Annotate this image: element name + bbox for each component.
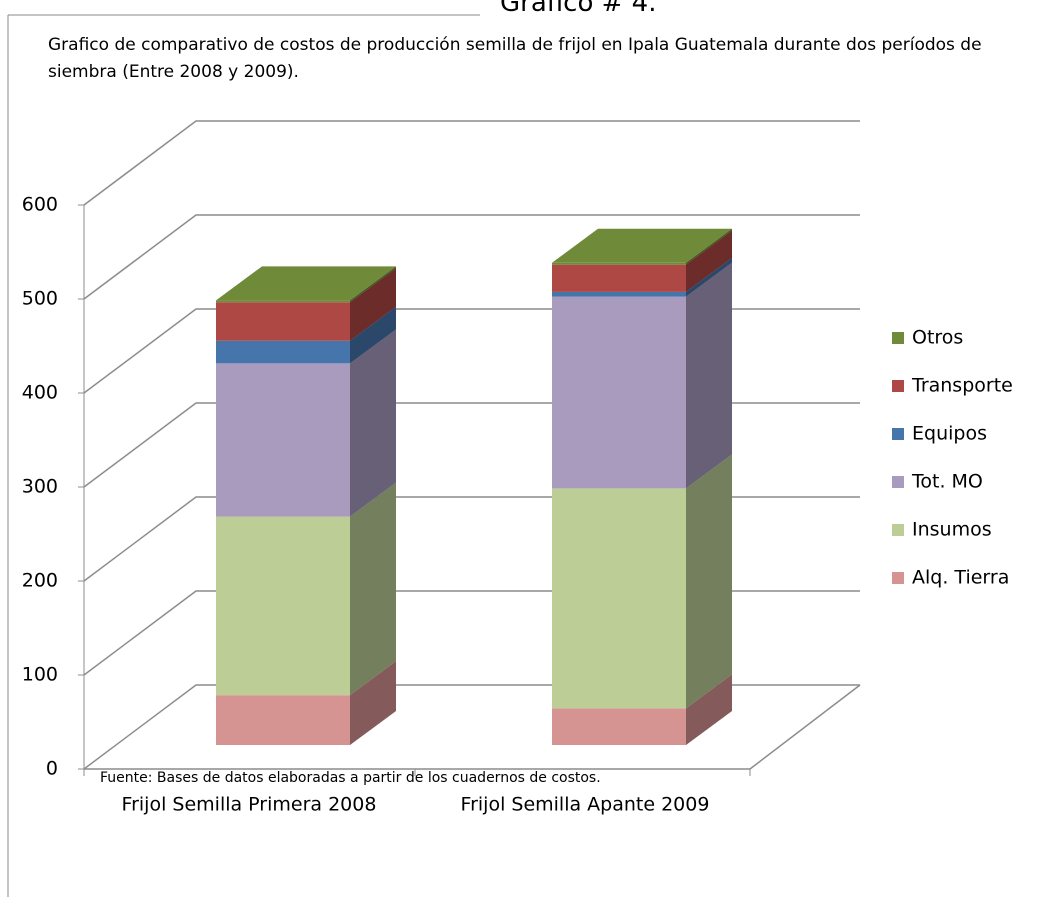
- legend-swatch: [892, 476, 904, 488]
- bar-side: [686, 674, 732, 745]
- legend-swatch: [892, 332, 904, 344]
- bar-segment: [216, 363, 350, 517]
- floor-edge: [749, 684, 861, 770]
- x-tick-label: Frijol Semilla Apante 2009: [461, 794, 710, 816]
- bar-side: [686, 230, 732, 292]
- bar-segment: [216, 300, 350, 303]
- bar-side: [350, 268, 396, 341]
- bar-side: [350, 329, 396, 517]
- legend-swatch: [892, 428, 904, 440]
- legend-swatch: [892, 380, 904, 392]
- bar-side-shade: [350, 329, 396, 517]
- bar-segment: [216, 695, 350, 745]
- bar-top: [552, 228, 732, 263]
- bar-segment: [216, 516, 350, 696]
- legend-label: Tot. MO: [911, 471, 983, 493]
- bar-side: [686, 262, 732, 489]
- chart-title: Grafico # 4.: [500, 0, 657, 18]
- y-tick-label: 0: [46, 758, 58, 780]
- bar-segment: [216, 340, 350, 364]
- grid-line: [83, 590, 860, 676]
- bar-side: [686, 257, 732, 297]
- bar-side-shade: [686, 230, 732, 292]
- bar-side-shade: [350, 266, 396, 303]
- bar-side: [350, 306, 396, 364]
- grid-line: [83, 308, 860, 394]
- x-tick-label: Frijol Semilla Primera 2008: [122, 794, 377, 816]
- bar-segment: [552, 296, 686, 489]
- y-tick-label: 600: [22, 194, 58, 216]
- bar-segment: [552, 291, 686, 297]
- grid-line: [83, 496, 860, 582]
- grid-line: [83, 214, 860, 300]
- y-tick-label: 500: [22, 288, 58, 310]
- bar-side: [686, 228, 732, 265]
- bar-side-shade: [686, 454, 732, 709]
- bar-side: [686, 454, 732, 709]
- legend-label: Insumos: [912, 519, 992, 541]
- bar-segment: [552, 264, 686, 292]
- legend-label: Otros: [912, 327, 963, 349]
- bar-side: [350, 482, 396, 696]
- legend-label: Transporte: [911, 375, 1013, 397]
- bar-side-shade: [686, 262, 732, 489]
- bar-segment: [552, 708, 686, 745]
- legend-swatch: [892, 572, 904, 584]
- y-tick-label: 100: [22, 664, 58, 686]
- bar-side: [350, 661, 396, 745]
- source-note: Fuente: Bases de datos elaboradas a part…: [100, 770, 601, 786]
- bar-side-shade: [350, 306, 396, 364]
- chart-subtitle: Grafico de comparativo de costos de prod…: [48, 35, 982, 82]
- y-tick-label: 200: [22, 570, 58, 592]
- bar-segment: [552, 262, 686, 265]
- bar-side: [350, 266, 396, 303]
- grid-line: [83, 684, 860, 770]
- y-tick-label: 400: [22, 382, 58, 404]
- legend-swatch: [892, 524, 904, 536]
- bar-top: [216, 266, 396, 301]
- bar-side-shade: [686, 228, 732, 265]
- legend-label: Equipos: [912, 423, 987, 445]
- bar-segment: [216, 302, 350, 341]
- bar-side-shade: [350, 482, 396, 696]
- grid-line: [83, 402, 860, 488]
- bar-side-shade: [686, 257, 732, 297]
- legend-label: Alq. Tierra: [912, 567, 1009, 589]
- y-tick-label: 300: [22, 476, 58, 498]
- bar-segment: [552, 488, 686, 709]
- grid-line: [83, 120, 860, 206]
- bar-side-shade: [686, 674, 732, 745]
- bar-side-shade: [350, 268, 396, 341]
- bar-side-shade: [350, 661, 396, 745]
